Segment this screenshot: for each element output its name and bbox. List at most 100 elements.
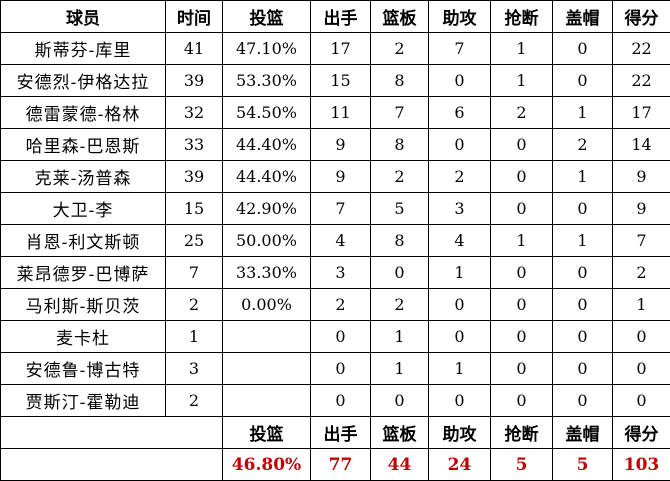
totals-row: 46.80% 77 44 24 5 5 103 xyxy=(0,448,670,481)
player-name: 斯蒂芬-库里 xyxy=(0,32,166,65)
stat-cell: 0 xyxy=(552,192,613,225)
stat-cell: 3 xyxy=(428,192,491,225)
stat-cell: 2 xyxy=(370,160,429,193)
header-cell: 出手 xyxy=(310,0,371,33)
stat-cell: 0 xyxy=(428,384,491,417)
stat-cell: 2 xyxy=(552,128,613,161)
player-row: 马利斯-斯贝茨 2 0.00% 2 2 0 0 0 1 xyxy=(0,288,670,321)
player-name: 克莱-汤普森 xyxy=(0,160,166,193)
stat-cell: 0 xyxy=(490,128,553,161)
total-cell: 24 xyxy=(428,448,491,481)
stat-cell: 54.50% xyxy=(222,96,311,129)
stat-cell xyxy=(222,320,311,353)
player-name: 安德鲁-博古特 xyxy=(0,352,166,385)
player-name: 马利斯-斯贝茨 xyxy=(0,288,166,321)
stat-cell: 0 xyxy=(428,128,491,161)
player-row: 莱昂德罗-巴博萨 7 33.30% 3 0 1 0 0 2 xyxy=(0,256,670,289)
stat-cell: 7 xyxy=(310,192,371,225)
stat-cell: 0 xyxy=(552,320,613,353)
summary-header-cell: 投篮 xyxy=(222,416,311,449)
stat-cell: 8 xyxy=(370,224,429,257)
player-row: 德雷蒙德-格林 32 54.50% 11 7 6 2 1 17 xyxy=(0,96,670,129)
stat-cell: 11 xyxy=(310,96,371,129)
stat-cell: 9 xyxy=(612,192,670,225)
player-row: 贾斯汀-霍勒迪 2 0 0 0 0 0 0 xyxy=(0,384,670,417)
stat-cell: 4 xyxy=(310,224,371,257)
player-name: 麦卡杜 xyxy=(0,320,166,353)
stat-cell: 39 xyxy=(165,160,223,193)
player-row: 大卫-李 15 42.90% 7 5 3 0 0 9 xyxy=(0,192,670,225)
stat-cell: 1 xyxy=(490,224,553,257)
total-cell: 5 xyxy=(552,448,613,481)
stat-cell: 0 xyxy=(310,320,371,353)
stat-cell: 2 xyxy=(612,256,670,289)
stat-cell: 0 xyxy=(552,32,613,65)
stat-cell: 9 xyxy=(612,160,670,193)
stat-cell: 0 xyxy=(612,320,670,353)
stat-cell: 0 xyxy=(370,384,429,417)
stat-cell: 39 xyxy=(165,64,223,97)
stat-cell: 1 xyxy=(612,288,670,321)
stat-cell: 17 xyxy=(612,96,670,129)
total-cell: 103 xyxy=(612,448,670,481)
stat-cell: 1 xyxy=(490,64,553,97)
summary-header-row: 投篮 出手 篮板 助攻 抢断 盖帽 得分 xyxy=(0,416,670,449)
player-row: 斯蒂芬-库里 41 47.10% 17 2 7 1 0 22 xyxy=(0,32,670,65)
player-row: 安德烈-伊格达拉 39 53.30% 15 8 0 1 0 22 xyxy=(0,64,670,97)
stat-cell: 0 xyxy=(490,384,553,417)
stat-cell: 0 xyxy=(310,384,371,417)
stat-cell: 1 xyxy=(552,160,613,193)
stat-cell xyxy=(222,352,311,385)
stat-cell: 1 xyxy=(428,256,491,289)
summary-header-cell: 盖帽 xyxy=(552,416,613,449)
stat-cell: 8 xyxy=(370,128,429,161)
stat-cell: 22 xyxy=(612,64,670,97)
stat-cell: 2 xyxy=(370,32,429,65)
stat-cell: 1 xyxy=(370,352,429,385)
stat-cell: 42.90% xyxy=(222,192,311,225)
summary-header-cell: 助攻 xyxy=(428,416,491,449)
stat-cell: 0 xyxy=(490,320,553,353)
header-cell: 盖帽 xyxy=(552,0,613,33)
stat-cell: 0 xyxy=(612,352,670,385)
empty-cell xyxy=(0,416,223,449)
stat-cell: 0 xyxy=(552,384,613,417)
stat-cell: 5 xyxy=(370,192,429,225)
player-name: 大卫-李 xyxy=(0,192,166,225)
header-row: 球员 时间 投篮 出手 篮板 助攻 抢断 盖帽 得分 xyxy=(0,0,670,33)
stat-cell: 0 xyxy=(552,352,613,385)
stat-cell: 1 xyxy=(552,96,613,129)
stat-cell: 3 xyxy=(310,256,371,289)
total-cell: 5 xyxy=(490,448,553,481)
stat-cell: 22 xyxy=(612,32,670,65)
stat-cell: 0 xyxy=(552,288,613,321)
header-cell: 得分 xyxy=(612,0,670,33)
header-cell: 抢断 xyxy=(490,0,553,33)
stat-cell: 0 xyxy=(490,192,553,225)
stat-cell: 7 xyxy=(370,96,429,129)
stat-cell: 1 xyxy=(552,224,613,257)
summary-header-cell: 篮板 xyxy=(370,416,429,449)
player-row: 肖恩-利文斯顿 25 50.00% 4 8 4 1 1 7 xyxy=(0,224,670,257)
stat-cell: 25 xyxy=(165,224,223,257)
stat-cell: 53.30% xyxy=(222,64,311,97)
stat-cell: 1 xyxy=(428,352,491,385)
stat-cell: 1 xyxy=(165,320,223,353)
stat-cell: 7 xyxy=(428,32,491,65)
stat-cell: 8 xyxy=(370,64,429,97)
stat-cell: 0 xyxy=(490,352,553,385)
stat-cell: 15 xyxy=(165,192,223,225)
player-row: 安德鲁-博古特 3 0 1 1 0 0 0 xyxy=(0,352,670,385)
stat-cell: 6 xyxy=(428,96,491,129)
stat-cell: 0 xyxy=(310,352,371,385)
stat-cell: 33.30% xyxy=(222,256,311,289)
stat-cell: 2 xyxy=(490,96,553,129)
player-row: 麦卡杜 1 0 1 0 0 0 0 xyxy=(0,320,670,353)
player-row: 克莱-汤普森 39 44.40% 9 2 2 0 1 9 xyxy=(0,160,670,193)
stat-cell: 17 xyxy=(310,32,371,65)
summary-header-cell: 出手 xyxy=(310,416,371,449)
stat-cell: 1 xyxy=(490,32,553,65)
stat-cell: 14 xyxy=(612,128,670,161)
stat-cell: 0 xyxy=(428,64,491,97)
header-cell: 助攻 xyxy=(428,0,491,33)
